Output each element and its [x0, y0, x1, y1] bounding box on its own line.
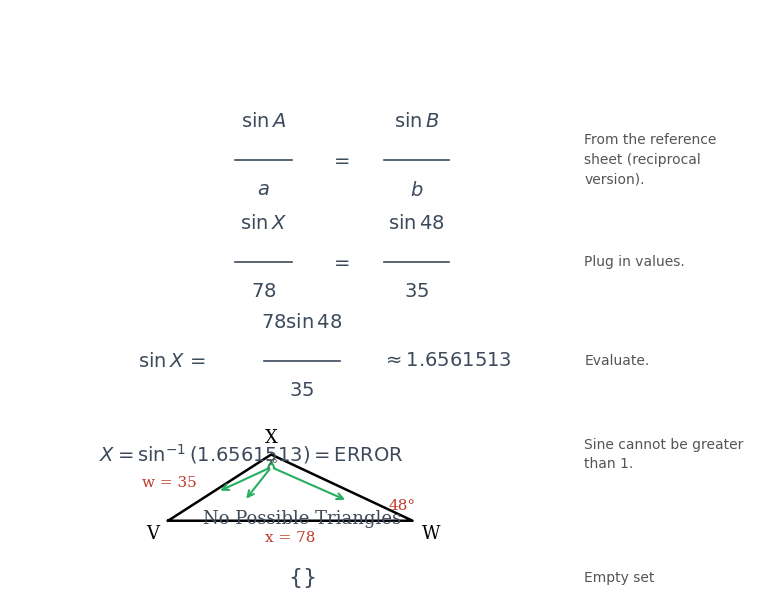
Text: $b$: $b$ [410, 181, 423, 200]
Text: $\sin 48$: $\sin 48$ [388, 214, 445, 233]
Text: $\sin B$: $\sin B$ [393, 111, 439, 131]
Text: 48°: 48° [388, 499, 416, 513]
Text: $a$: $a$ [257, 181, 270, 199]
Text: ?°: ?° [264, 459, 278, 472]
Text: x = 78: x = 78 [265, 531, 316, 545]
Text: Empty set: Empty set [584, 571, 655, 585]
Text: No Possible Triangles: No Possible Triangles [202, 510, 401, 528]
Text: w = 35: w = 35 [142, 476, 197, 490]
Text: $78\sin 48$: $78\sin 48$ [261, 313, 342, 332]
Text: $\sin X\,=$: $\sin X\,=$ [138, 352, 206, 371]
Text: $78$: $78$ [251, 283, 277, 301]
Text: $\{\}$: $\{\}$ [288, 566, 316, 590]
Text: Evaluate.: Evaluate. [584, 354, 649, 368]
Text: $\sin X$: $\sin X$ [240, 214, 287, 233]
Text: W: W [422, 525, 440, 543]
Text: V: V [146, 525, 159, 543]
Text: $=$: $=$ [330, 150, 350, 169]
Text: Sine cannot be greater
than 1.: Sine cannot be greater than 1. [584, 438, 744, 471]
Text: $X = \sin^{-1}(1.6561513) = \mathrm{ERROR}$: $X = \sin^{-1}(1.6561513) = \mathrm{ERRO… [99, 442, 403, 467]
Text: $\approx 1.6561513$: $\approx 1.6561513$ [382, 352, 512, 370]
Text: From the reference
sheet (reciprocal
version).: From the reference sheet (reciprocal ver… [584, 133, 717, 186]
Text: $35$: $35$ [290, 382, 314, 400]
Text: $=$: $=$ [330, 253, 350, 271]
Text: $35$: $35$ [404, 283, 429, 301]
Text: $\sin A$: $\sin A$ [241, 111, 286, 131]
Text: Plug in values.: Plug in values. [584, 255, 685, 269]
Text: X: X [265, 429, 277, 447]
